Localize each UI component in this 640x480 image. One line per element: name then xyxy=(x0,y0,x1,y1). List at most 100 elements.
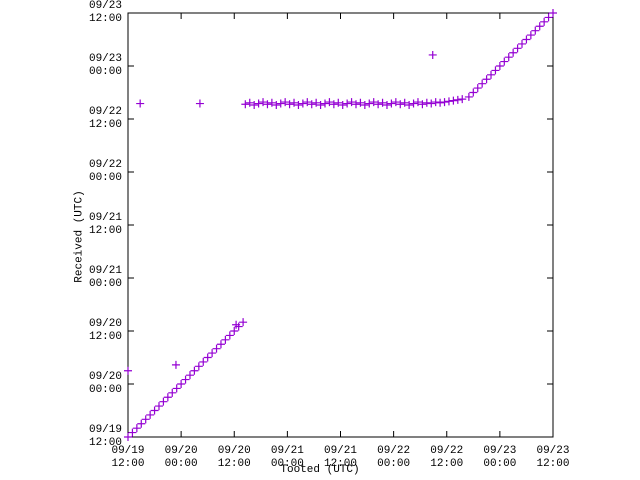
y-tick-label: 09/20 12:00 xyxy=(88,318,122,343)
point xyxy=(141,415,150,424)
point xyxy=(171,360,180,369)
point xyxy=(285,100,294,109)
point xyxy=(124,433,132,441)
point xyxy=(549,9,557,17)
point xyxy=(431,98,440,107)
point xyxy=(387,99,396,108)
point xyxy=(427,99,436,108)
point xyxy=(303,98,312,107)
point xyxy=(325,98,334,107)
point xyxy=(491,66,500,75)
point xyxy=(321,99,330,108)
point xyxy=(159,397,168,406)
point xyxy=(473,84,482,93)
point xyxy=(334,98,343,107)
point xyxy=(500,57,509,66)
point xyxy=(234,322,243,331)
x-axis-label: Tooted (UTC) xyxy=(280,464,360,476)
y-tick-label: 09/21 00:00 xyxy=(88,265,122,290)
point xyxy=(136,99,145,108)
point xyxy=(254,99,263,108)
point xyxy=(482,75,491,84)
point xyxy=(531,26,540,35)
point xyxy=(338,101,347,110)
point xyxy=(163,393,172,402)
point xyxy=(509,48,518,57)
point xyxy=(453,95,462,104)
x-tick-label: 09/22 12:00 xyxy=(430,445,464,470)
point xyxy=(409,99,418,108)
point xyxy=(440,98,449,107)
point xyxy=(464,92,473,101)
point xyxy=(495,62,504,70)
point xyxy=(290,98,299,107)
point xyxy=(365,99,374,108)
point xyxy=(504,53,513,62)
x-tick-label: 09/21 12:00 xyxy=(323,445,357,470)
point xyxy=(177,380,186,388)
point xyxy=(418,100,427,109)
point xyxy=(194,362,203,371)
point xyxy=(267,98,276,107)
point xyxy=(263,100,272,109)
point xyxy=(128,428,137,437)
point xyxy=(298,99,307,108)
point xyxy=(150,406,159,415)
point xyxy=(535,22,544,31)
y-tick-label: 09/20 00:00 xyxy=(88,371,122,396)
point xyxy=(360,101,369,110)
y-tick-label: 09/23 00:00 xyxy=(88,53,122,78)
point xyxy=(185,371,194,380)
point xyxy=(146,410,155,419)
point xyxy=(356,98,365,107)
point xyxy=(374,100,383,109)
point xyxy=(458,95,467,104)
point xyxy=(230,327,239,335)
x-tick-label: 09/20 12:00 xyxy=(217,445,251,470)
point xyxy=(245,98,254,107)
point xyxy=(239,318,248,327)
plot-border xyxy=(127,12,554,438)
point xyxy=(329,100,338,109)
point xyxy=(294,101,303,110)
point xyxy=(281,98,290,107)
point xyxy=(241,100,250,109)
point xyxy=(195,99,204,108)
point xyxy=(487,70,496,79)
point xyxy=(347,98,356,107)
point xyxy=(540,17,549,26)
point xyxy=(199,357,208,366)
point xyxy=(168,388,177,397)
point xyxy=(137,419,146,428)
point xyxy=(221,335,230,344)
point xyxy=(259,98,268,107)
y-tick-label: 09/21 12:00 xyxy=(88,212,122,237)
point xyxy=(522,35,531,44)
point xyxy=(396,100,405,109)
point xyxy=(413,98,422,107)
point xyxy=(250,101,259,110)
point xyxy=(212,344,221,353)
point xyxy=(444,97,453,106)
point xyxy=(382,101,391,110)
point xyxy=(391,98,400,107)
point xyxy=(428,50,437,59)
x-tick-label: 09/21 00:00 xyxy=(270,445,304,470)
point xyxy=(513,44,522,53)
point xyxy=(436,98,445,107)
point xyxy=(449,96,458,105)
point xyxy=(405,101,414,110)
point xyxy=(400,98,409,107)
point xyxy=(208,349,217,358)
point xyxy=(203,353,212,362)
point xyxy=(124,366,132,375)
point xyxy=(307,100,316,109)
x-tick-label: 09/23 12:00 xyxy=(536,445,570,470)
point xyxy=(469,88,478,97)
point xyxy=(478,79,487,88)
point xyxy=(132,424,141,433)
y-tick-label: 09/22 12:00 xyxy=(88,106,122,131)
point xyxy=(154,402,163,411)
